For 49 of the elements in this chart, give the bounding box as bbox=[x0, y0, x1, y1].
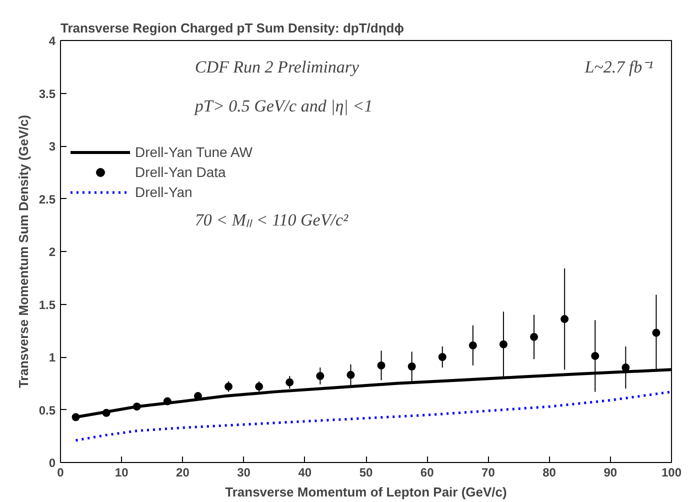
x-tick-label: 80 bbox=[542, 466, 556, 480]
annotation: L~2.7 fb⁻¹ bbox=[584, 57, 654, 76]
point bbox=[652, 328, 660, 337]
y-tick-label: 1 bbox=[48, 350, 56, 364]
point bbox=[591, 352, 600, 360]
point bbox=[255, 382, 264, 391]
point bbox=[163, 397, 172, 406]
x-tick-label: 60 bbox=[420, 466, 434, 480]
point bbox=[560, 315, 569, 324]
line-series bbox=[74, 390, 672, 442]
point bbox=[438, 353, 446, 361]
point bbox=[102, 408, 110, 417]
point bbox=[132, 402, 141, 411]
y-tick-label: 0.5 bbox=[38, 403, 56, 418]
point bbox=[224, 382, 233, 391]
point bbox=[408, 362, 416, 370]
point bbox=[72, 413, 80, 422]
annotation: pT> 0.5 GeV/c and |η| <1 bbox=[194, 96, 373, 116]
x-tick-label: 0 bbox=[57, 466, 64, 480]
x-tick-label: 50 bbox=[359, 466, 373, 480]
x-tick-label: 10 bbox=[114, 466, 129, 480]
x-tick-label: 30 bbox=[237, 466, 251, 480]
y-axis-title: Transverse Momentum Sum Density (GeV/c) bbox=[16, 114, 31, 388]
annotation: 70 < Mₗₗ < 110 GeV/c² bbox=[194, 210, 349, 230]
x-tick-label: 100 bbox=[661, 466, 682, 480]
y-tick-label: 1.5 bbox=[38, 298, 56, 312]
legend-label: Drell-Yan bbox=[135, 184, 192, 200]
x-tick-label: 40 bbox=[298, 466, 312, 480]
point bbox=[468, 341, 477, 350]
x-tick-label: 90 bbox=[604, 466, 618, 480]
x-axis-title: Transverse Momentum of Lepton Pair (GeV/c) bbox=[225, 484, 507, 500]
y-tick-label: 3 bbox=[48, 140, 56, 154]
y-tick-label: 2.5 bbox=[38, 192, 56, 206]
point bbox=[286, 378, 294, 386]
y-tick-label: 0 bbox=[48, 456, 56, 470]
y-tick-label: 2 bbox=[48, 245, 56, 259]
y-tick-label: 3.5 bbox=[38, 86, 56, 101]
chart-title: Transverse Region Charged pT Sum Density: dpT/dηdϕ bbox=[60, 20, 404, 36]
x-tick-label: 20 bbox=[176, 466, 190, 480]
x-tick-label: 70 bbox=[482, 466, 496, 480]
y-tick-label: 4 bbox=[48, 34, 56, 48]
legend-label: Drell-Yan Tune AW bbox=[135, 144, 252, 160]
point bbox=[499, 340, 508, 348]
point bbox=[530, 332, 538, 341]
point bbox=[316, 372, 324, 380]
point bbox=[377, 361, 386, 370]
annotation: CDF Run 2 Preliminary bbox=[194, 57, 360, 76]
point bbox=[346, 370, 355, 379]
legend-label: Drell-Yan Data bbox=[135, 164, 226, 180]
